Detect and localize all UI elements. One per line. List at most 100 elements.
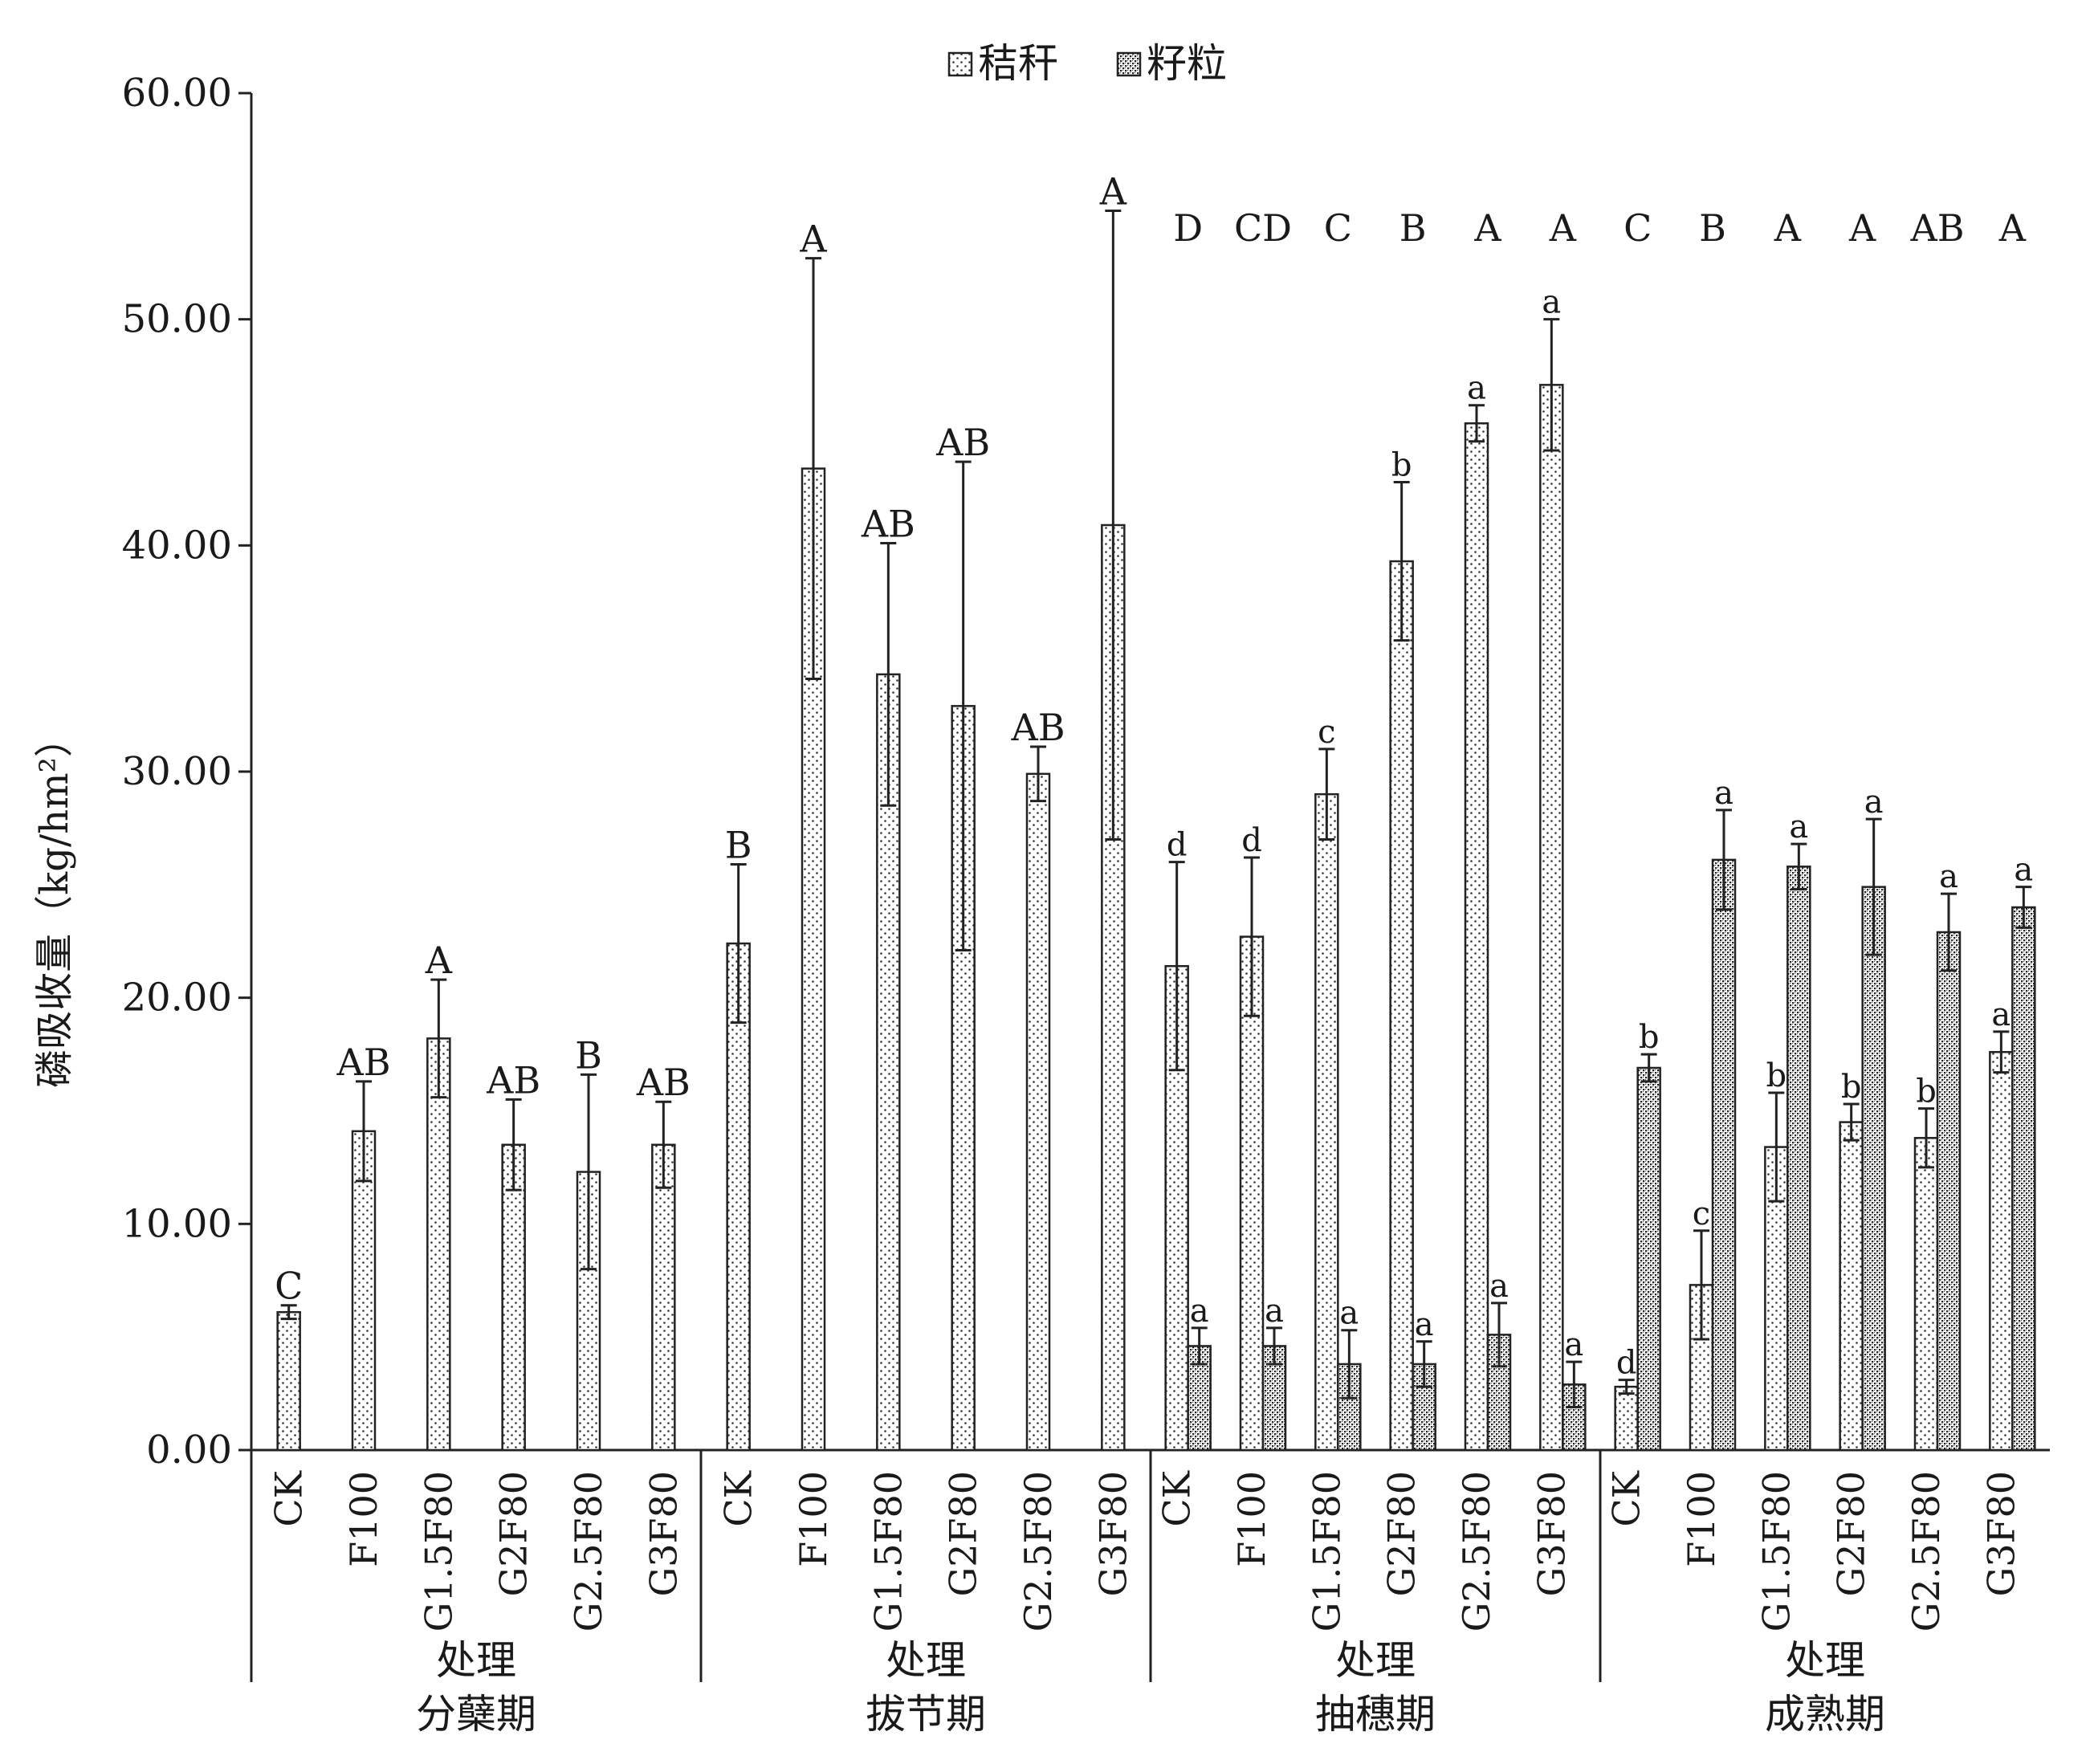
significance-label: A [425,939,453,982]
significance-label: AB [861,503,915,546]
group-significance-label: A [1998,206,2027,250]
group-significance-label: AB [1909,206,1964,250]
significance-label: a [1939,858,1958,895]
significance-label: B [725,823,752,866]
group-significance-label: A [1848,206,1876,250]
x-axis-title: 处理 [886,1637,966,1684]
x-axis-title: 处理 [436,1637,516,1684]
x-tick-label: G2F80 [942,1471,985,1596]
y-tick-label: 20.00 [122,976,232,1021]
stage-label: 拔节期 [866,1691,986,1738]
bar-straw [1389,560,1414,1452]
significance-label: AB [935,421,990,464]
significance-label: b [1639,1019,1660,1056]
significance-label: a [1991,996,2011,1033]
significance-label: A [799,218,827,261]
axes: 0.00 10.00 20.00 30.00 40.00 50.00 60.00 CK F100… [122,71,2050,1738]
significance-label: a [1542,284,1561,321]
x-tick-label: G1.5F80 [1305,1471,1348,1632]
significance-label: c [1693,1196,1710,1232]
bar-straw [651,1143,676,1452]
bar-straw [1614,1385,1639,1452]
chart-legend: 秸秆 籽粒 [947,40,1227,87]
group-significance-label: A [1549,206,1577,250]
x-tick-label: G2.5F80 [1016,1471,1060,1632]
significance-label: b [1841,1069,1862,1106]
x-tick-label: F100 [1230,1471,1273,1567]
bar-grain [1936,931,1962,1452]
labels-layer: CABAABBABBAABABABAdaDdaCDcaCbaBaaAaaAdbC… [275,169,2033,1381]
significance-label: a [1489,1268,1509,1305]
y-tick-label: 40.00 [122,523,232,568]
x-tick-label: G2.5F80 [567,1471,610,1632]
y-axis-label: 磷吸收量（kg/hm²） [32,719,77,1088]
significance-label: B [575,1033,602,1077]
significance-label: d [1241,822,1262,859]
significance-label: a [1467,370,1486,407]
x-tick-label: G2F80 [1830,1471,1873,1596]
bar-grain [2011,906,2036,1452]
significance-label: C [275,1265,303,1308]
x-tick-label: F100 [792,1471,835,1567]
bar-straw [351,1130,377,1452]
bar-straw [1239,935,1265,1452]
x-tick-label: G1.5F80 [417,1471,460,1632]
stage-label: 抽穗期 [1315,1691,1436,1738]
x-axis-title: 处理 [1335,1637,1416,1684]
significance-label: a [1789,809,1808,845]
group-significance-label: C [1324,206,1352,250]
x-tick-label: CK [1155,1469,1199,1526]
significance-label: a [1265,1293,1284,1330]
bar-grain [1636,1066,1661,1452]
significance-label: a [1864,784,1884,821]
bar-straw [1989,1051,2014,1452]
x-tick-label: CK [1605,1469,1648,1526]
significance-label: AB [636,1061,691,1104]
x-tick-label: G3F80 [1979,1471,2023,1596]
bars-layer [276,209,2036,1452]
significance-label: AB [336,1041,390,1084]
x-tick-label: CK [267,1469,311,1526]
group-significance-label: D [1173,206,1203,250]
legend-label-straw: 秸秆 [978,40,1058,87]
stage-label: 分蘖期 [416,1691,536,1738]
significance-label: a [1714,775,1734,812]
y-tick-label: 0.00 [146,1428,232,1473]
bar-grain [1711,858,1737,1452]
significance-label: d [1616,1345,1637,1382]
group-significance-label: C [1624,206,1652,250]
x-tick-label: G2F80 [492,1471,536,1596]
y-tick-label: 60.00 [122,71,232,116]
bar-straw [276,1310,301,1452]
bar-straw [1464,422,1489,1452]
significance-label: a [1415,1306,1434,1343]
x-tick-label: CK [717,1469,760,1526]
significance-label: a [2014,852,2033,889]
legend-label-grain: 籽粒 [1147,40,1227,87]
significance-label: a [1339,1295,1359,1332]
bar-straw [1839,1121,1864,1452]
x-axis-title: 处理 [1785,1637,1865,1684]
y-tick-label: 10.00 [122,1201,232,1246]
x-tick-label: G1.5F80 [866,1471,910,1632]
significance-label: A [1099,169,1127,213]
x-tick-label: G2.5F80 [1455,1471,1498,1632]
bar-straw [1539,384,1564,1452]
significance-label: a [1564,1326,1583,1363]
significance-label: a [1190,1293,1209,1330]
bar-straw [501,1143,526,1452]
bar-straw [426,1037,451,1452]
x-tick-label: G3F80 [1530,1471,1573,1596]
significance-label: AB [1010,706,1065,749]
group-significance-label: CD [1234,206,1292,250]
significance-label: c [1318,714,1335,751]
stage-label: 成熟期 [1765,1691,1885,1738]
bar-straw [1314,792,1339,1452]
significance-label: b [1391,446,1412,483]
x-tick-label: G3F80 [1091,1471,1135,1596]
significance-label: b [1916,1073,1937,1110]
y-tick-label: 50.00 [122,297,232,342]
group-significance-label: A [1774,206,1802,250]
